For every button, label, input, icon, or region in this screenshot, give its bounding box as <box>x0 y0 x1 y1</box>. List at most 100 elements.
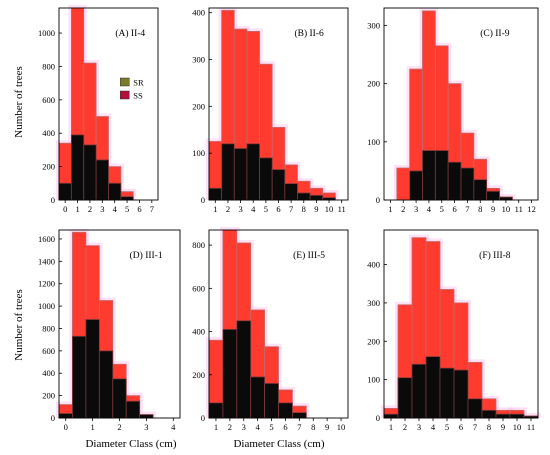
x-tick-label: 10 <box>513 422 522 432</box>
bar-ss <box>439 367 455 419</box>
y-tick-label: 1400 <box>38 256 55 266</box>
x-tick-label: 1 <box>75 204 79 214</box>
panel-title: (C) II-9 <box>480 28 510 39</box>
y-tick-label: 600 <box>42 95 55 105</box>
x-tick-label: 8 <box>478 204 482 214</box>
x-tick-label: 1 <box>388 204 392 214</box>
x-tick-label: 8 <box>311 422 315 432</box>
bar-ss <box>271 169 286 201</box>
bar-ss <box>425 356 441 419</box>
bar-ss <box>85 319 100 419</box>
bar-ss <box>125 400 141 419</box>
bar-ss <box>250 376 265 419</box>
x-tick-label: 2 <box>88 204 92 214</box>
y-tick-label: 0 <box>376 413 380 423</box>
y-tick-label: 300 <box>367 298 380 308</box>
y-tick-label: 0 <box>51 195 55 205</box>
x-tick-label: 7 <box>465 204 469 214</box>
bar-ss <box>112 378 127 419</box>
panel-title: (B) II-6 <box>294 28 324 39</box>
y-tick-label: 800 <box>192 240 205 250</box>
bar-ss <box>278 402 293 419</box>
bar-ss <box>83 144 97 201</box>
bar-ss <box>397 377 413 419</box>
y-tick-label: 200 <box>42 162 55 172</box>
x-tick-label: 7 <box>297 422 301 432</box>
x-tick-label: 0 <box>63 204 67 214</box>
x-tick-label: 5 <box>440 204 444 214</box>
x-tick-label: 5 <box>264 204 268 214</box>
y-tick-label: 400 <box>367 260 380 270</box>
y-tick-label: 1000 <box>38 28 55 38</box>
bar-ss <box>208 402 224 419</box>
x-tick-label: 6 <box>283 422 287 432</box>
bar-ss <box>383 413 399 419</box>
bar-ss <box>58 182 72 201</box>
bar-ss <box>222 329 238 419</box>
x-tick-label: 5 <box>269 422 273 432</box>
y-tick-label: 0 <box>201 195 205 205</box>
x-tick-label: 11 <box>515 204 523 214</box>
bar-ss <box>467 398 483 419</box>
bar-ss <box>58 413 73 419</box>
x-tick-label: 1 <box>389 422 393 432</box>
panel-f: 0 100 200 300 400 1 2 3 4 5 6 7 8 9 10 11 (F) III-8 <box>367 229 541 432</box>
plot-frame <box>208 229 349 419</box>
bar-ss <box>434 150 449 201</box>
panel-title: (A) II-4 <box>115 28 145 39</box>
y-tick-label: 200 <box>42 391 55 401</box>
y-tick-label: 600 <box>192 283 205 293</box>
legend-label: SS <box>133 91 143 101</box>
bar-ss <box>72 335 87 419</box>
bar-ss <box>422 150 436 201</box>
bar-ss <box>284 183 298 201</box>
plot-frame <box>383 7 539 201</box>
bar-ss <box>264 383 279 419</box>
x-tick-label: 4 <box>251 204 256 214</box>
bar-ss <box>221 143 235 201</box>
legend-swatch <box>120 90 130 100</box>
bar-ss <box>473 179 488 201</box>
panel-e: 0 200 400 600 800 1 2 3 4 5 6 7 8 9 10 (E) III-5 <box>192 227 349 432</box>
x-tick-label: 7 <box>289 204 293 214</box>
y-tick-label: 600 <box>42 346 55 356</box>
x-tick-label: 5 <box>445 422 449 432</box>
y-tick-label: 0 <box>51 413 55 423</box>
bar-ss <box>98 350 114 419</box>
x-tick-label: 1 <box>213 204 217 214</box>
bar-ss <box>409 170 423 201</box>
y-tick-label: 400 <box>192 8 205 18</box>
x-tick-label: 5 <box>125 204 129 214</box>
x-tick-label: 10 <box>325 204 334 214</box>
x-tick-label: 6 <box>276 204 280 214</box>
y-tick-label: 400 <box>42 368 55 378</box>
x-tick-label: 4 <box>431 422 436 432</box>
x-tick-label: 1 <box>90 422 94 432</box>
legend-swatch <box>120 77 130 87</box>
bar-ss <box>208 187 223 201</box>
x-tick-label: 4 <box>171 422 176 432</box>
x-tick-label: 3 <box>242 422 246 432</box>
x-tick-label: 2 <box>228 422 232 432</box>
y-tick-label: 100 <box>367 137 380 147</box>
x-tick-label: 2 <box>403 422 407 432</box>
x-tick-label: 8 <box>487 422 491 432</box>
bar-ss <box>460 167 475 201</box>
bar-ss <box>108 182 122 201</box>
x-tick-label: 9 <box>491 204 495 214</box>
x-tick-label: 12 <box>527 204 536 214</box>
y-tick-label: 1600 <box>38 234 55 244</box>
x-tick-label: 7 <box>150 204 154 214</box>
x-tick-label: 6 <box>137 204 141 214</box>
bar-halo <box>521 413 541 418</box>
x-tick-label: 2 <box>117 422 121 432</box>
bar-ss <box>70 134 85 201</box>
bar-ss <box>453 369 469 419</box>
y-tick-label: 300 <box>192 55 205 65</box>
x-tick-label: 4 <box>113 204 118 214</box>
bar-ss <box>309 194 324 201</box>
bar-ss <box>233 148 248 201</box>
